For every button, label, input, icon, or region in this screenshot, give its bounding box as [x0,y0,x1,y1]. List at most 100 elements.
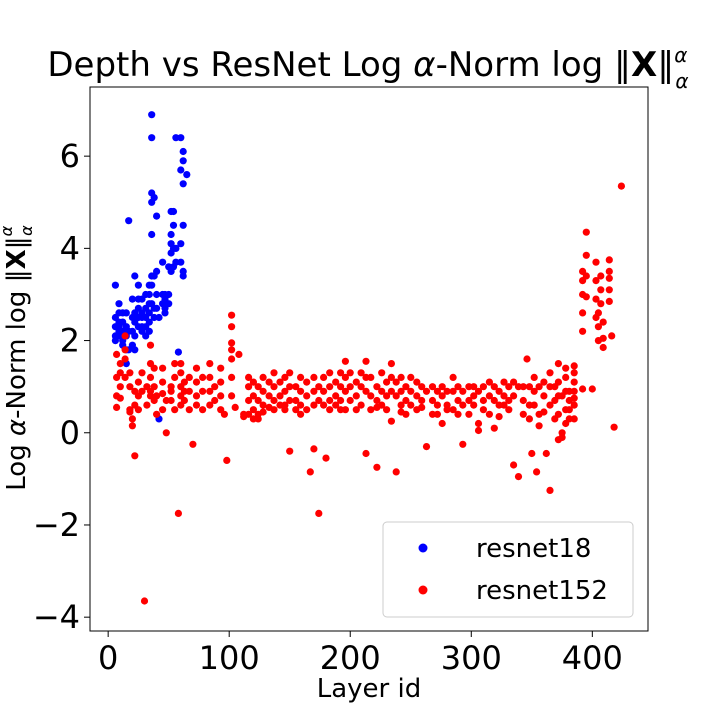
point-resnet152-143 [315,383,323,391]
point-resnet152-164 [341,406,349,414]
point-resnet18-33 [134,281,142,289]
point-resnet152-223 [438,392,446,400]
point-resnet152-138 [306,468,314,476]
point-resnet152-185 [378,369,386,377]
point-resnet18-32 [131,346,139,354]
point-resnet152-190 [383,406,391,414]
point-resnet152-326 [582,251,590,259]
legend-box [382,521,634,618]
point-resnet152-184 [373,463,381,471]
point-resnet152-147 [320,387,328,395]
point-resnet152-153 [326,406,334,414]
point-resnet152-255 [495,387,503,395]
point-resnet152-74 [206,401,214,409]
point-resnet152-5 [116,369,124,377]
point-resnet152-296 [554,378,563,386]
point-resnet152-144 [315,396,323,405]
point-resnet152-79 [217,392,225,400]
point-resnet152-51 [174,509,182,517]
point-resnet152-281 [535,383,543,391]
point-resnet152-273 [525,383,534,391]
point-resnet152-205 [407,373,415,381]
point-resnet152-8 [121,332,129,340]
y-tick-label--4: −4 [33,598,80,636]
point-resnet152-20 [131,452,139,460]
point-resnet152-162 [341,373,349,381]
point-resnet152-350 [617,182,626,190]
point-resnet152-192 [387,373,395,381]
series-resnet152 [113,182,626,605]
point-resnet152-285 [540,392,548,400]
point-resnet18-16 [122,309,130,317]
legend-marker-resnet18 [418,543,428,553]
point-resnet152-217 [428,396,437,405]
point-resnet152-96 [245,396,253,405]
title-norm-open: ‖ [614,45,631,85]
point-resnet152-204 [402,410,410,418]
point-resnet152-247 [479,396,487,405]
point-resnet152-95 [245,383,253,391]
point-resnet152-9 [121,346,129,354]
point-resnet152-335 [594,323,603,331]
point-resnet152-100 [249,406,257,414]
point-resnet152-165 [346,369,354,377]
point-resnet152-137 [303,406,311,414]
point-resnet152-169 [352,392,360,400]
point-resnet152-81 [220,410,228,418]
point-resnet152-264 [509,378,518,386]
point-resnet18-94 [174,348,182,356]
point-resnet152-198 [397,373,405,381]
point-resnet152-234 [459,387,467,395]
plot-frame [89,86,649,632]
point-resnet18-54 [148,111,156,119]
point-resnet152-52 [177,360,185,368]
point-resnet152-142 [310,445,318,453]
point-resnet152-290 [546,401,554,409]
point-resnet152-145 [315,509,323,517]
point-resnet152-140 [310,387,318,395]
point-resnet152-287 [542,449,550,458]
point-resnet152-212 [418,396,426,405]
point-resnet152-84 [228,323,236,331]
point-resnet18-97 [177,240,185,248]
point-resnet18-102 [179,221,187,229]
point-resnet152-263 [505,406,513,414]
point-resnet152-275 [525,415,534,423]
point-resnet18-24 [128,295,136,303]
point-resnet152-111 [265,392,273,400]
chart-title: Depth vs ResNet Log α-Norm log ‖X‖α α [47,43,688,93]
point-resnet152-331 [592,277,600,285]
point-resnet152-215 [422,443,431,451]
point-resnet152-208 [413,378,421,386]
point-resnet152-213 [418,403,426,411]
point-resnet152-15 [126,408,134,416]
point-resnet152-71 [206,360,214,368]
point-resnet152-328 [582,293,590,301]
point-resnet152-108 [259,401,267,409]
point-resnet152-47 [167,396,175,405]
point-resnet152-310 [565,406,573,414]
point-resnet152-90 [231,403,239,411]
point-resnet152-271 [519,410,527,418]
point-resnet152-88 [228,373,236,381]
point-resnet152-242 [470,401,478,409]
point-resnet152-139 [310,373,318,381]
point-resnet152-319 [579,327,587,335]
point-resnet18-60 [148,281,156,289]
point-resnet152-49 [171,373,179,381]
point-resnet152-115 [270,396,278,405]
point-resnet152-194 [387,417,395,425]
point-resnet152-163 [341,387,349,395]
point-resnet152-302 [558,433,566,441]
point-resnet152-179 [367,392,375,400]
point-resnet152-284 [540,378,548,386]
point-resnet152-283 [535,422,543,430]
point-resnet152-254 [490,424,498,432]
point-resnet152-11 [121,373,129,381]
point-resnet18-0 [111,281,119,289]
point-resnet152-97 [245,410,253,418]
point-resnet152-26 [140,597,149,605]
x-tick-label-100: 100 [199,639,260,677]
point-resnet152-89 [228,392,236,400]
ylabel-norm-open: ‖ [2,269,32,282]
